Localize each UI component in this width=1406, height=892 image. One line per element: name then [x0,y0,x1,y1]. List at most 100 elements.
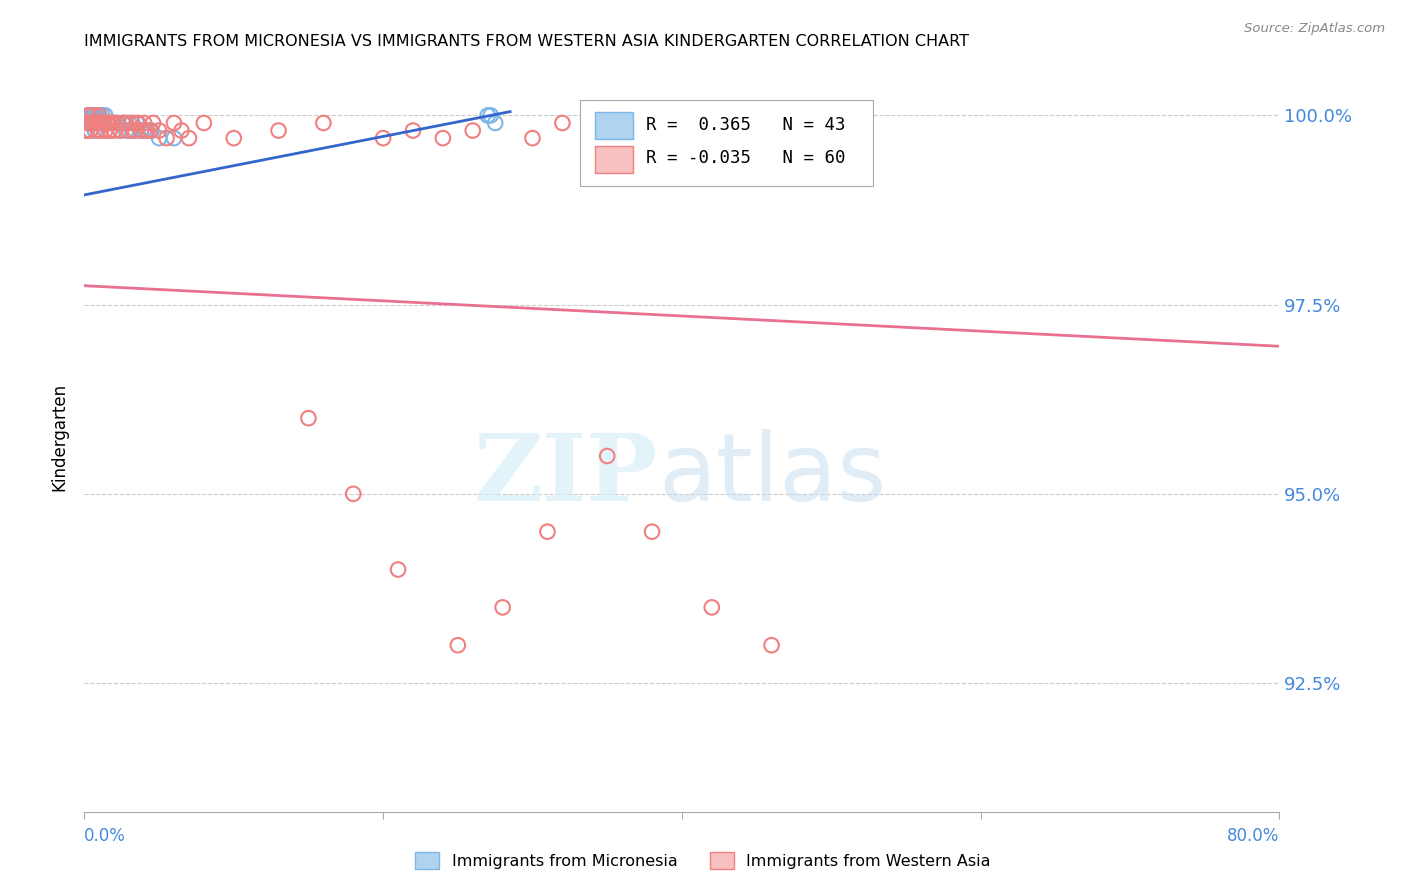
Point [101,116,124,130]
Point [132,123,156,137]
Point [76,108,98,122]
Point [127,116,149,130]
Point [177,131,200,145]
Text: ZIP: ZIP [474,430,658,519]
Point [100,116,122,130]
Point [132,116,156,130]
Point [77,108,100,122]
Point [136,123,159,137]
Point [492,600,515,615]
Point [79,123,101,137]
Point [163,116,186,130]
Point [89,108,111,122]
Point [121,116,143,130]
Point [97,116,120,130]
Point [536,524,558,539]
Point [641,524,664,539]
Point [342,487,364,501]
Point [461,123,484,137]
Point [139,123,162,137]
Point [373,131,395,145]
Point [86,108,108,122]
Point [91,116,114,130]
Point [112,116,135,130]
Point [432,131,454,145]
Point [477,108,499,122]
Point [89,108,111,122]
Point [94,123,117,137]
Text: R = -0.035   N = 60: R = -0.035 N = 60 [647,149,845,168]
Point [83,116,105,130]
Point [267,123,290,137]
Point [89,116,111,130]
Point [103,116,125,130]
Y-axis label: Kindergarten: Kindergarten [51,383,69,491]
Point [80,116,103,130]
Point [148,123,170,137]
Point [89,116,111,130]
Point [77,116,100,130]
Point [76,116,98,130]
Point [80,108,103,122]
Text: 80.0%: 80.0% [1227,827,1279,845]
Point [82,108,104,122]
Point [402,123,425,137]
Text: 0.0%: 0.0% [84,827,127,845]
Point [75,123,97,137]
Point [110,123,132,137]
Point [83,108,105,122]
Point [98,123,121,137]
Point [551,116,574,130]
Point [193,116,215,130]
Bar [595,145,633,172]
Point [129,123,152,137]
Point [118,123,141,137]
Text: IMMIGRANTS FROM MICRONESIA VS IMMIGRANTS FROM WESTERN ASIA KINDERGARTEN CORRELAT: IMMIGRANTS FROM MICRONESIA VS IMMIGRANTS… [84,34,969,49]
Point [148,131,170,145]
Point [105,116,128,130]
Point [155,131,177,145]
Point [86,116,108,130]
Point [121,123,143,137]
Point [124,123,146,137]
Point [115,123,138,137]
Point [80,116,103,130]
Point [110,123,132,137]
Point [91,116,114,130]
Point [125,116,148,130]
Point [596,449,619,463]
Bar [595,112,633,139]
Point [87,108,110,122]
Point [484,116,506,130]
Point [87,123,110,137]
Point [97,116,120,130]
Point [93,116,115,130]
Point [479,108,502,122]
Point [87,116,110,130]
Point [447,638,470,652]
Point [142,116,165,130]
Point [82,108,104,122]
Point [79,116,101,130]
Point [93,116,115,130]
Point [761,638,783,652]
Point [86,116,108,130]
Point [112,116,135,130]
Text: R =  0.365   N = 43: R = 0.365 N = 43 [647,116,845,134]
Point [105,116,128,130]
Text: atlas: atlas [658,428,886,521]
Legend: Immigrants from Micronesia, Immigrants from Western Asia: Immigrants from Micronesia, Immigrants f… [409,846,997,875]
Point [79,108,101,122]
Point [82,116,104,130]
Point [115,116,138,130]
Point [83,123,105,137]
Point [96,116,118,130]
Point [312,116,335,130]
Point [91,108,114,122]
Point [90,123,112,137]
Point [103,123,125,137]
Point [222,131,245,145]
Point [163,131,186,145]
Point [94,108,117,122]
Point [297,411,319,425]
